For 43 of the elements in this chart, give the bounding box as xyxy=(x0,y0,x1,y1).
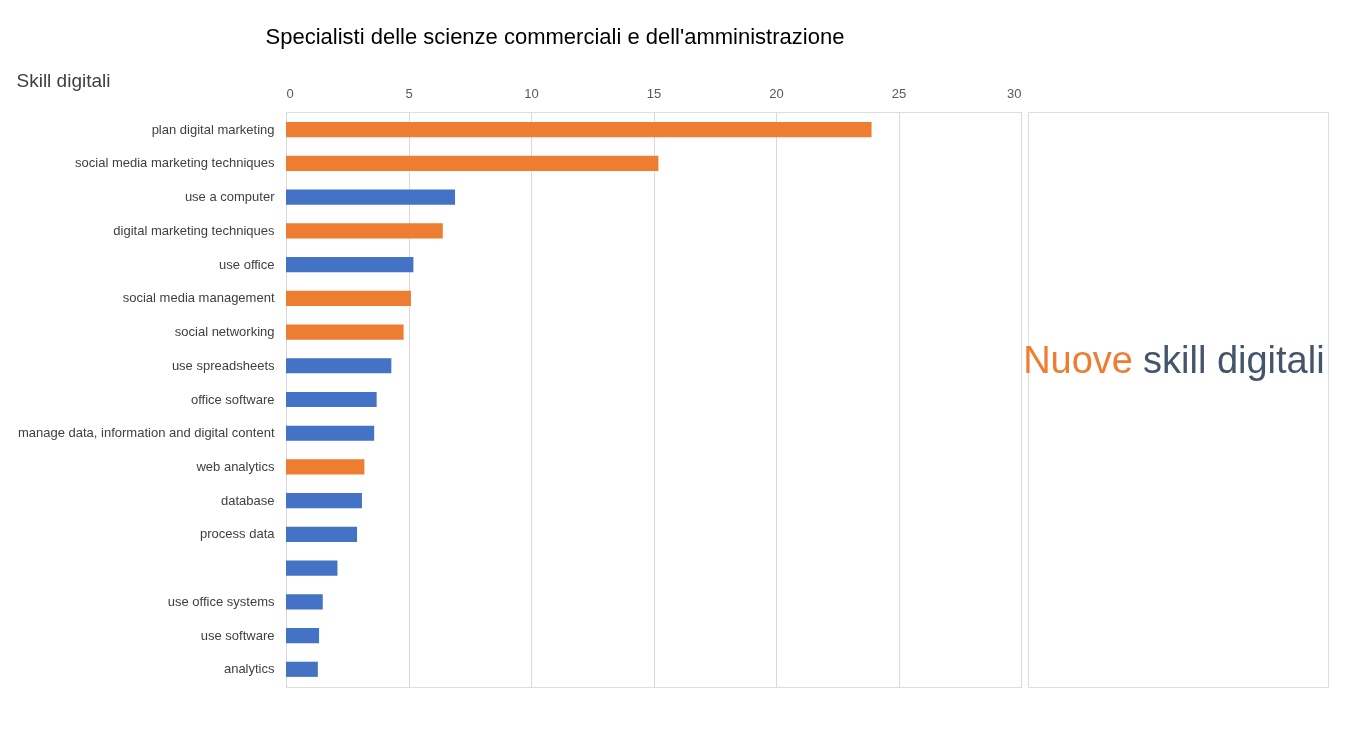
y-tick-label: analytics xyxy=(223,661,275,677)
y-tick-label: use office xyxy=(219,256,275,272)
bar xyxy=(286,257,414,273)
y-tick-label: use spreadsheets xyxy=(171,357,275,373)
bar xyxy=(286,324,404,340)
bar xyxy=(286,223,443,239)
bar xyxy=(286,290,411,306)
y-tick-label: use software xyxy=(200,627,275,643)
x-tick-label: 25 xyxy=(891,85,907,101)
bar xyxy=(286,358,392,374)
bar xyxy=(286,459,365,475)
y-axis-title: Skill digitali xyxy=(16,69,111,91)
y-tick-label: digital marketing techniques xyxy=(113,222,275,238)
y-tick-label: office software xyxy=(190,391,275,407)
x-tick-label: 10 xyxy=(524,85,539,101)
y-tick-label: database xyxy=(221,492,275,508)
y-tick-label: use office systems xyxy=(167,593,275,609)
x-tick-label: 15 xyxy=(646,85,662,101)
bar xyxy=(286,493,362,509)
chart-title: Specialisti delle scienze commerciali e dell'amministrazione xyxy=(265,23,845,49)
text: Nuove skill digitali xyxy=(1023,339,1325,381)
y-tick-label: manage data, information and digital content xyxy=(17,425,275,441)
x-tick-label: 30 xyxy=(1007,85,1022,101)
bar xyxy=(286,189,456,205)
y-tick-label: social media marketing techniques xyxy=(75,155,275,171)
bar xyxy=(286,122,872,138)
x-tick-label: 0 xyxy=(286,85,294,101)
y-tick-label: use a computer xyxy=(184,189,276,205)
y-tick-label: plan digital marketing xyxy=(151,121,275,137)
bar xyxy=(286,526,358,542)
x-tick-label: 20 xyxy=(769,85,784,101)
bar xyxy=(286,425,375,441)
bar xyxy=(286,661,318,677)
bar xyxy=(286,627,320,644)
bar xyxy=(286,391,377,408)
y-tick-label: social media management xyxy=(122,290,275,306)
y-tick-label: process data xyxy=(200,526,276,542)
bar xyxy=(286,560,338,576)
bar xyxy=(286,155,659,172)
y-tick-label: web analytics xyxy=(195,458,275,474)
bar xyxy=(286,594,323,610)
y-tick-label: social networking xyxy=(174,324,275,340)
x-tick-label: 5 xyxy=(405,85,413,101)
